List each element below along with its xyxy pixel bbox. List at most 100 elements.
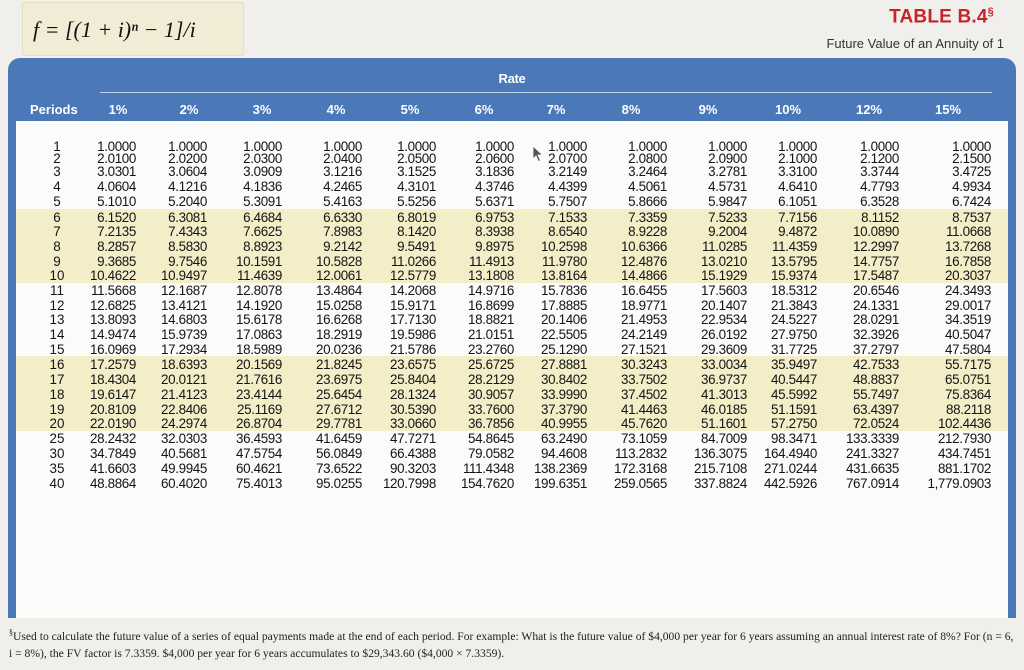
fv-factor-cell: 3.3100 xyxy=(778,164,817,179)
period-cell: 7 xyxy=(53,224,61,239)
rate-column-header: 8% xyxy=(621,102,641,117)
fv-factor-cell: 88.2118 xyxy=(946,402,991,417)
fv-factor-cell: 6.4684 xyxy=(243,210,282,225)
fv-factor-cell: 20.1569 xyxy=(236,357,282,372)
fv-factor-cell: 2.0300 xyxy=(243,151,282,166)
formula-box: f = [(1 + i)ⁿ − 1]/i xyxy=(22,2,244,56)
fv-factor-cell: 26.8704 xyxy=(236,416,282,431)
fv-factor-cell: 11.0668 xyxy=(946,224,991,239)
rate-column-header: 4% xyxy=(326,102,346,117)
fv-factor-cell: 1.0000 xyxy=(323,139,362,154)
table-title-superscript: § xyxy=(987,6,994,18)
fv-factor-cell: 13.5795 xyxy=(771,254,817,269)
fv-factor-cell: 20.3037 xyxy=(945,268,991,283)
fv-factor-cell: 36.4593 xyxy=(236,431,282,446)
fv-factor-cell: 11.4913 xyxy=(469,254,514,269)
fv-factor-cell: 3.1836 xyxy=(475,164,514,179)
fv-factor-cell: 22.9534 xyxy=(701,312,747,327)
fv-factor-cell: 20.8109 xyxy=(90,402,136,417)
fv-factor-cell: 22.0190 xyxy=(90,416,136,431)
fv-factor-cell: 42.7533 xyxy=(853,357,899,372)
fv-factor-cell: 241.3327 xyxy=(845,446,899,461)
fv-factor-cell: 15.9374 xyxy=(771,268,817,283)
fv-factor-cell: 18.5989 xyxy=(236,342,282,357)
fv-factor-cell: 4.6410 xyxy=(778,179,817,194)
fv-factor-cell: 1.0000 xyxy=(860,139,899,154)
fv-factor-cell: 1.0000 xyxy=(952,139,991,154)
fv-factor-cell: 90.3203 xyxy=(390,461,436,476)
formula-text: f = [(1 + i)ⁿ − 1]/i xyxy=(33,17,196,42)
fv-factor-cell: 33.7502 xyxy=(621,372,667,387)
fv-factor-cell: 1.0000 xyxy=(97,139,136,154)
fv-factor-cell: 1.0000 xyxy=(548,139,587,154)
fv-factor-cell: 14.9474 xyxy=(90,327,136,342)
fv-factor-cell: 20.0236 xyxy=(316,342,362,357)
fv-factor-cell: 21.4953 xyxy=(621,312,667,327)
period-cell: 4 xyxy=(53,179,61,194)
fv-factor-cell: 25.8404 xyxy=(390,372,436,387)
fv-factor-cell: 30.8402 xyxy=(541,372,587,387)
fv-factor-cell: 94.4608 xyxy=(541,446,587,461)
period-cell: 30 xyxy=(49,446,65,461)
fv-factor-cell: 30.9057 xyxy=(468,387,514,402)
fv-factor-cell: 45.5992 xyxy=(771,387,817,402)
fv-factor-cell: 47.5754 xyxy=(236,446,282,461)
fv-factor-cell: 84.7009 xyxy=(701,431,747,446)
fv-factor-cell: 8.6540 xyxy=(548,224,587,239)
fv-factor-cell: 23.2760 xyxy=(468,342,514,357)
fv-factor-cell: 212.7930 xyxy=(937,431,991,446)
fv-factor-cell: 9.2142 xyxy=(323,239,362,254)
fv-factor-cell: 13.4864 xyxy=(316,283,362,298)
fv-factor-cell: 41.4463 xyxy=(621,402,667,417)
row-band-highlight xyxy=(16,356,1008,431)
fv-factor-cell: 120.7998 xyxy=(382,476,436,491)
fv-factor-cell: 28.0291 xyxy=(853,312,899,327)
fv-factor-cell: 19.5986 xyxy=(390,327,436,342)
mouse-cursor-icon xyxy=(532,145,544,163)
fv-factor-cell: 75.4013 xyxy=(236,476,282,491)
fv-factor-cell: 7.5233 xyxy=(708,210,747,225)
fv-factor-cell: 2.0600 xyxy=(475,151,514,166)
fv-factor-cell: 27.8881 xyxy=(541,357,587,372)
fv-factor-cell: 37.3790 xyxy=(541,402,587,417)
fv-factor-cell: 29.3609 xyxy=(701,342,747,357)
rate-column-header: 7% xyxy=(546,102,566,117)
fv-factor-cell: 21.4123 xyxy=(161,387,207,402)
fv-factor-cell: 10.1591 xyxy=(236,254,282,269)
fv-factor-cell: 1.0000 xyxy=(628,139,667,154)
fv-factor-cell: 41.6603 xyxy=(90,461,136,476)
fv-factor-cell: 28.2432 xyxy=(90,431,136,446)
fv-factor-cell: 17.7130 xyxy=(390,312,436,327)
fv-factor-cell: 10.6366 xyxy=(621,239,667,254)
fv-factor-cell: 20.6546 xyxy=(853,283,899,298)
rate-header: Rate xyxy=(498,71,526,86)
fv-factor-cell: 6.1051 xyxy=(778,194,817,209)
fv-factor-cell: 6.1520 xyxy=(97,210,136,225)
fv-factor-cell: 767.0914 xyxy=(845,476,899,491)
fv-factor-cell: 40.5047 xyxy=(945,327,991,342)
fv-factor-cell: 4.1216 xyxy=(168,179,207,194)
fv-factor-cell: 33.9990 xyxy=(541,387,587,402)
fv-factor-cell: 23.4144 xyxy=(236,387,282,402)
fv-factor-cell: 3.2149 xyxy=(548,164,587,179)
fv-factor-cell: 3.1216 xyxy=(323,164,362,179)
fv-factor-cell: 2.0500 xyxy=(397,151,436,166)
fv-factor-cell: 40.5447 xyxy=(771,372,817,387)
fv-factor-cell: 13.8093 xyxy=(90,312,136,327)
fv-factor-cell: 8.2857 xyxy=(97,239,136,254)
fv-factor-cell: 18.4304 xyxy=(90,372,136,387)
fv-factor-cell: 2.1500 xyxy=(952,151,991,166)
fv-factor-cell: 7.4343 xyxy=(168,224,207,239)
rate-header-divider xyxy=(100,92,992,93)
fv-factor-cell: 431.6635 xyxy=(845,461,899,476)
fv-factor-cell: 24.2149 xyxy=(621,327,667,342)
fv-factor-cell: 14.4866 xyxy=(621,268,667,283)
fv-factor-cell: 4.4399 xyxy=(548,179,587,194)
fv-factor-cell: 10.5828 xyxy=(316,254,362,269)
fv-factor-cell: 4.3101 xyxy=(397,179,436,194)
rate-column-header: 6% xyxy=(474,102,494,117)
period-cell: 8 xyxy=(53,239,61,254)
annuity-table: Rate Periods 1% 2% 3% 4% 5% 6% 7% 8% 9% 10% 12% 15%… xyxy=(8,58,1016,618)
fv-factor-cell: 15.7836 xyxy=(541,283,587,298)
fv-factor-cell: 25.6725 xyxy=(468,357,514,372)
